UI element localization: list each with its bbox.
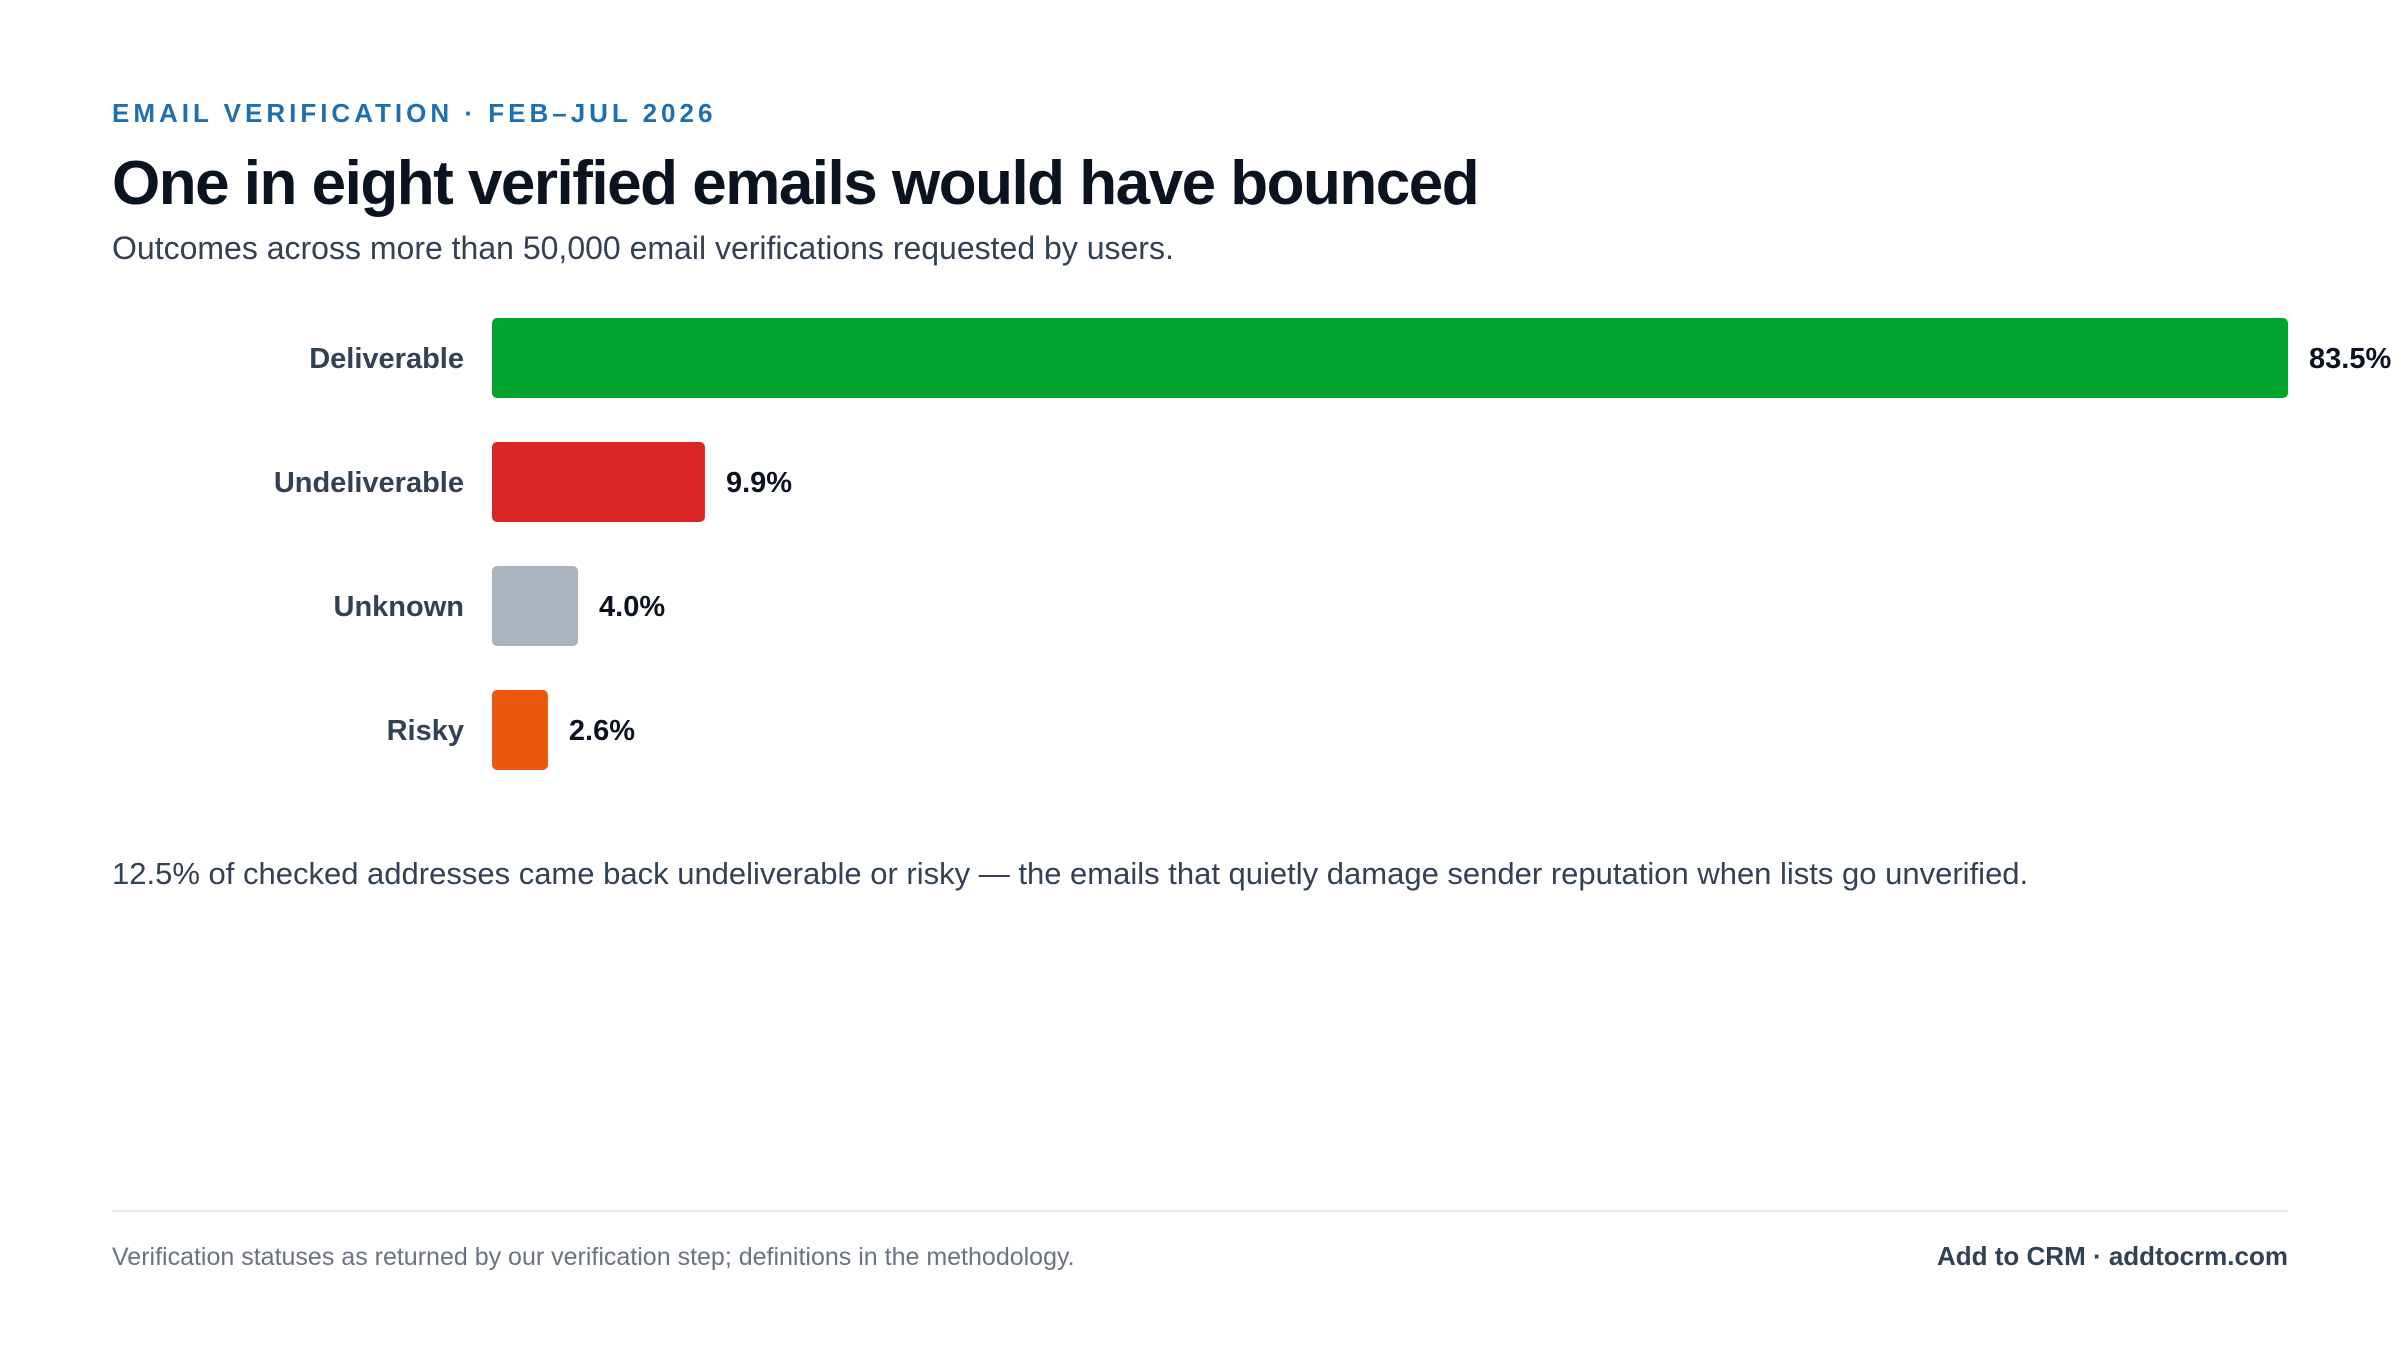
chart-note: 12.5% of checked addresses came back und… <box>112 856 2029 891</box>
chart-card: EMAIL VERIFICATION · FEB–JUL 2026 One in… <box>112 0 2391 1350</box>
bar-risky <box>492 690 548 770</box>
value-label-unknown: 4.0% <box>599 591 665 623</box>
bar-undeliverable <box>492 442 705 522</box>
bar-deliverable <box>492 318 2288 398</box>
footer-source-note: Verification statuses as returned by our… <box>112 1243 1075 1271</box>
category-label-undeliverable: Undeliverable <box>274 467 464 499</box>
footer-brand: Add to CRM · addtocrm.com <box>1937 1241 2288 1271</box>
chart-kicker: EMAIL VERIFICATION · FEB–JUL 2026 <box>112 98 717 128</box>
bar-chart: Deliverable 83.5% Undeliverable 9.9% Unknown… <box>112 300 2400 800</box>
category-label-risky: Risky <box>387 715 464 747</box>
bar-chart-svg: Deliverable 83.5% Undeliverable 9.9% Unknown… <box>274 318 2391 770</box>
value-label-risky: 2.6% <box>569 715 635 747</box>
value-label-deliverable: 83.5% <box>2309 343 2391 375</box>
chart-subtitle: Outcomes across more than 50,000 email v… <box>112 230 1174 266</box>
bar-unknown <box>492 566 579 646</box>
chart-title: One in eight verified emails would have … <box>112 149 1480 218</box>
footer-divider <box>112 1210 2288 1212</box>
value-label-undeliverable: 9.9% <box>726 467 792 499</box>
category-label-unknown: Unknown <box>334 591 465 623</box>
category-label-deliverable: Deliverable <box>309 343 464 375</box>
